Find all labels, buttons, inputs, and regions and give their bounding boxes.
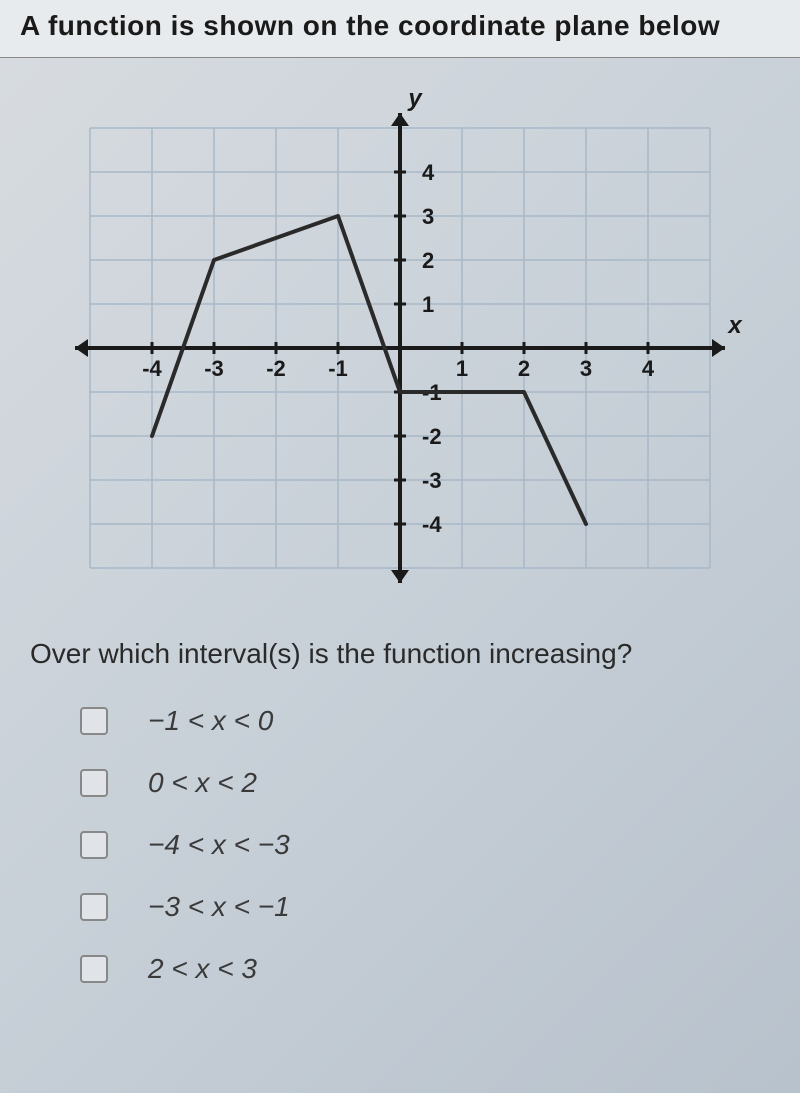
svg-text:4: 4 xyxy=(642,356,655,381)
question-text: Over which interval(s) is the function i… xyxy=(30,638,770,670)
svg-text:-3: -3 xyxy=(422,468,442,493)
question-container: Over which interval(s) is the function i… xyxy=(0,628,800,1035)
checkbox-icon[interactable] xyxy=(80,893,108,921)
svg-text:x: x xyxy=(726,312,743,339)
answer-row[interactable]: −3 < x < −1 xyxy=(80,891,770,923)
svg-text:y: y xyxy=(407,85,423,112)
answers-list: −1 < x < 0 0 < x < 2 −4 < x < −3 −3 < x … xyxy=(30,705,770,985)
svg-text:2: 2 xyxy=(422,248,434,273)
svg-text:3: 3 xyxy=(580,356,592,381)
svg-text:1: 1 xyxy=(422,292,434,317)
svg-text:-2: -2 xyxy=(266,356,286,381)
page-title: A function is shown on the coordinate pl… xyxy=(20,10,780,42)
answer-row[interactable]: −4 < x < −3 xyxy=(80,829,770,861)
answer-row[interactable]: 2 < x < 3 xyxy=(80,953,770,985)
checkbox-icon[interactable] xyxy=(80,769,108,797)
checkbox-icon[interactable] xyxy=(80,955,108,983)
answer-label: −1 < x < 0 xyxy=(148,705,273,737)
function-graph: -4-3-2-11234-4-3-2-11234 yx xyxy=(50,78,750,618)
svg-text:-1: -1 xyxy=(328,356,348,381)
svg-text:-4: -4 xyxy=(422,512,442,537)
answer-label: −4 < x < −3 xyxy=(148,829,290,861)
checkbox-icon[interactable] xyxy=(80,707,108,735)
svg-text:-4: -4 xyxy=(142,356,162,381)
svg-text:-2: -2 xyxy=(422,424,442,449)
answer-row[interactable]: −1 < x < 0 xyxy=(80,705,770,737)
answer-label: 2 < x < 3 xyxy=(148,953,257,985)
answer-label: −3 < x < −1 xyxy=(148,891,290,923)
svg-text:-3: -3 xyxy=(204,356,224,381)
graph-container: -4-3-2-11234-4-3-2-11234 yx xyxy=(0,58,800,628)
svg-text:2: 2 xyxy=(518,356,530,381)
svg-text:4: 4 xyxy=(422,160,435,185)
checkbox-icon[interactable] xyxy=(80,831,108,859)
title-bar: A function is shown on the coordinate pl… xyxy=(0,0,800,58)
svg-text:3: 3 xyxy=(422,204,434,229)
answer-label: 0 < x < 2 xyxy=(148,767,257,799)
answer-row[interactable]: 0 < x < 2 xyxy=(80,767,770,799)
svg-text:1: 1 xyxy=(456,356,468,381)
page: A function is shown on the coordinate pl… xyxy=(0,0,800,1093)
